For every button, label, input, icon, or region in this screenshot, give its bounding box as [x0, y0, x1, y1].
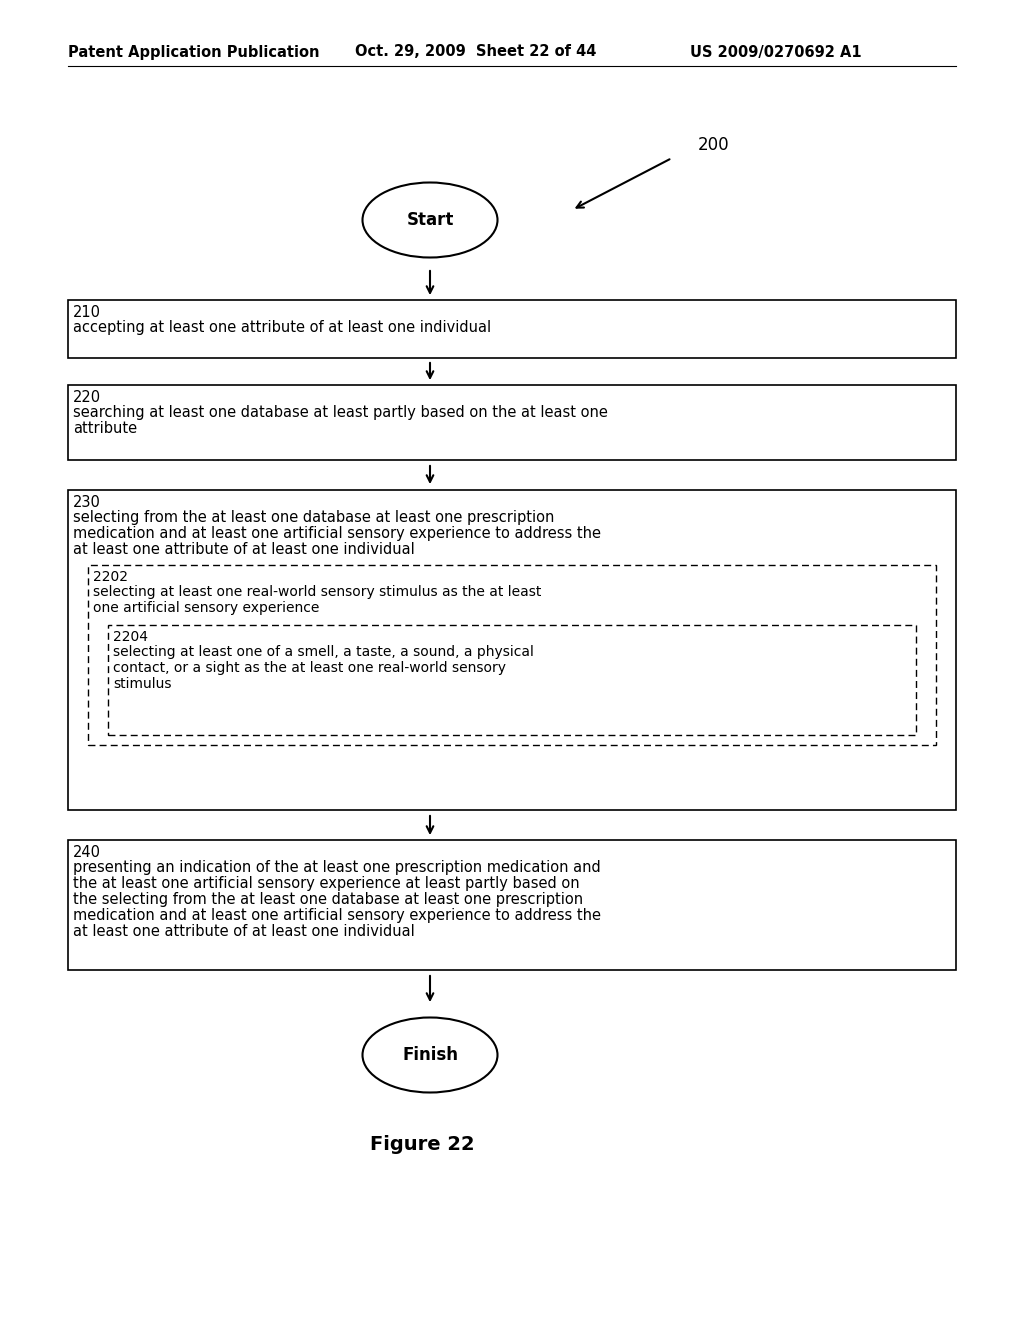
Bar [68, 490, 956, 810]
Text: searching at least one database at least partly based on the at least one: searching at least one database at least… [73, 405, 608, 420]
Text: selecting at least one real-world sensory stimulus as the at least: selecting at least one real-world sensor… [93, 585, 542, 599]
Text: presenting an indication of the at least one prescription medication and: presenting an indication of the at least… [73, 861, 601, 875]
Text: stimulus: stimulus [113, 677, 171, 690]
Bar [68, 300, 956, 358]
Text: US 2009/0270692 A1: US 2009/0270692 A1 [690, 45, 861, 59]
Text: the selecting from the at least one database at least one prescription: the selecting from the at least one data… [73, 892, 583, 907]
Text: the at least one artificial sensory experience at least partly based on: the at least one artificial sensory expe… [73, 876, 580, 891]
Text: Patent Application Publication: Patent Application Publication [68, 45, 319, 59]
Text: Figure 22: Figure 22 [370, 1135, 475, 1155]
Text: attribute: attribute [73, 421, 137, 436]
Text: one artificial sensory experience: one artificial sensory experience [93, 601, 319, 615]
Text: medication and at least one artificial sensory experience to address the: medication and at least one artificial s… [73, 525, 601, 541]
Bar [68, 385, 956, 459]
Text: accepting at least one attribute of at least one individual: accepting at least one attribute of at l… [73, 319, 492, 335]
Text: 2202: 2202 [93, 570, 128, 583]
Text: 200: 200 [698, 136, 730, 154]
Text: contact, or a sight as the at least one real-world sensory: contact, or a sight as the at least one … [113, 661, 506, 675]
Bar [88, 565, 936, 744]
Text: 220: 220 [73, 389, 101, 405]
Text: Finish: Finish [402, 1045, 458, 1064]
Text: 230: 230 [73, 495, 101, 510]
Text: at least one attribute of at least one individual: at least one attribute of at least one i… [73, 543, 415, 557]
Text: selecting from the at least one database at least one prescription: selecting from the at least one database… [73, 510, 554, 525]
Text: selecting at least one of a smell, a taste, a sound, a physical: selecting at least one of a smell, a tas… [113, 645, 534, 659]
Text: 240: 240 [73, 845, 101, 861]
Text: at least one attribute of at least one individual: at least one attribute of at least one i… [73, 924, 415, 939]
Bar [108, 624, 916, 735]
Bar [68, 840, 956, 970]
Text: Start: Start [407, 211, 454, 228]
Text: Oct. 29, 2009  Sheet 22 of 44: Oct. 29, 2009 Sheet 22 of 44 [355, 45, 596, 59]
Text: medication and at least one artificial sensory experience to address the: medication and at least one artificial s… [73, 908, 601, 923]
Text: 2204: 2204 [113, 630, 148, 644]
Text: 210: 210 [73, 305, 101, 319]
